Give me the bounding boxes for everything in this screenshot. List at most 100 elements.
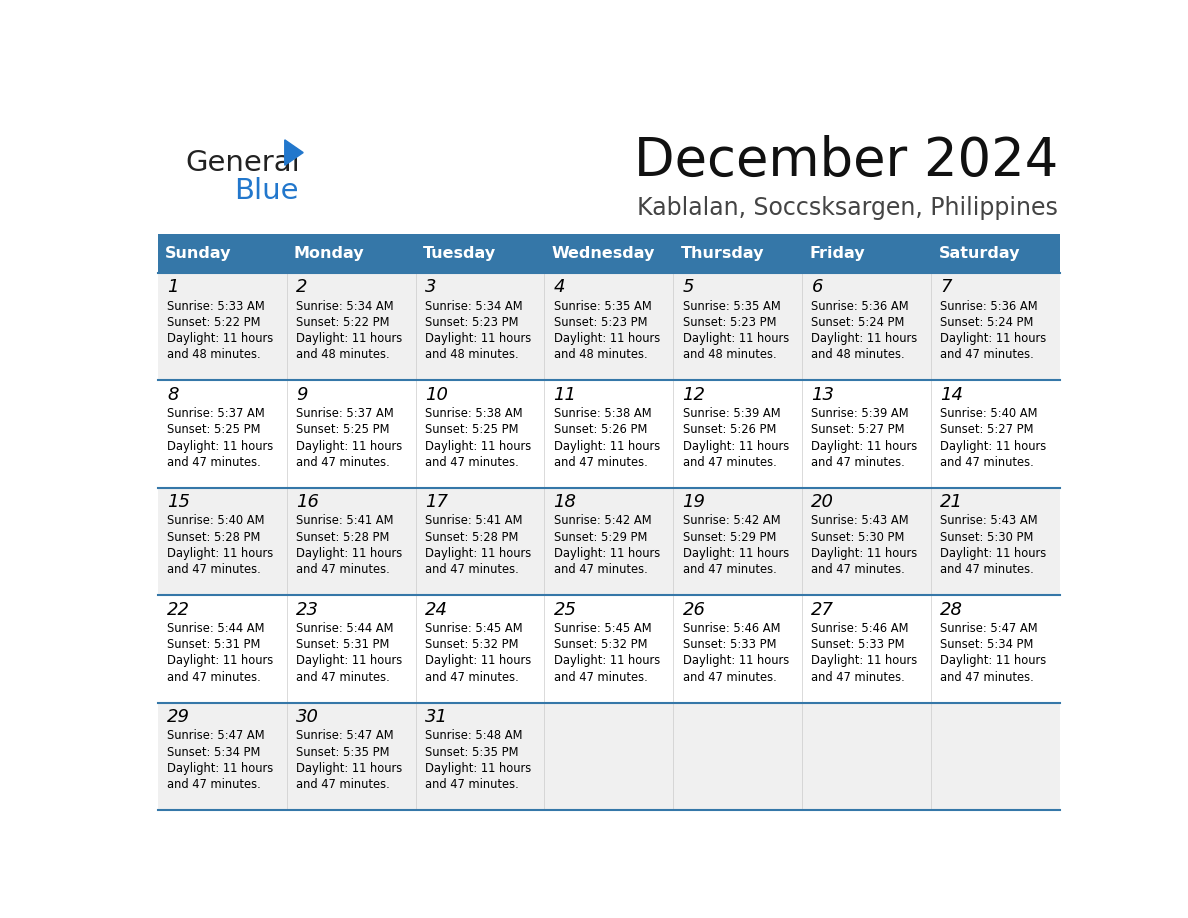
FancyBboxPatch shape: [286, 234, 416, 273]
Text: Sunrise: 5:37 AM: Sunrise: 5:37 AM: [166, 407, 265, 420]
Text: 17: 17: [425, 493, 448, 511]
Text: Sunrise: 5:47 AM: Sunrise: 5:47 AM: [940, 621, 1038, 635]
Text: Daylight: 11 hours: Daylight: 11 hours: [296, 655, 402, 667]
Text: Sunset: 5:33 PM: Sunset: 5:33 PM: [682, 638, 776, 651]
Text: December 2024: December 2024: [634, 135, 1059, 187]
Text: and 47 minutes.: and 47 minutes.: [940, 456, 1034, 469]
FancyBboxPatch shape: [158, 702, 1060, 810]
FancyBboxPatch shape: [416, 234, 544, 273]
Text: Sunset: 5:35 PM: Sunset: 5:35 PM: [296, 745, 390, 758]
FancyBboxPatch shape: [674, 234, 802, 273]
Text: and 47 minutes.: and 47 minutes.: [940, 564, 1034, 577]
Text: 22: 22: [166, 600, 190, 619]
Text: Sunset: 5:23 PM: Sunset: 5:23 PM: [554, 316, 647, 329]
Text: and 47 minutes.: and 47 minutes.: [296, 456, 390, 469]
Text: Sunrise: 5:41 AM: Sunrise: 5:41 AM: [296, 514, 393, 528]
Text: 20: 20: [811, 493, 834, 511]
Text: Sunrise: 5:38 AM: Sunrise: 5:38 AM: [425, 407, 523, 420]
Text: and 47 minutes.: and 47 minutes.: [554, 456, 647, 469]
Text: Sunrise: 5:35 AM: Sunrise: 5:35 AM: [554, 299, 651, 313]
Text: Daylight: 11 hours: Daylight: 11 hours: [554, 440, 659, 453]
Text: and 47 minutes.: and 47 minutes.: [166, 456, 260, 469]
Text: Daylight: 11 hours: Daylight: 11 hours: [425, 762, 531, 775]
Text: and 47 minutes.: and 47 minutes.: [425, 564, 518, 577]
Text: Daylight: 11 hours: Daylight: 11 hours: [296, 332, 402, 345]
Text: Sunset: 5:27 PM: Sunset: 5:27 PM: [811, 423, 905, 436]
Text: and 47 minutes.: and 47 minutes.: [940, 671, 1034, 684]
FancyBboxPatch shape: [158, 487, 1060, 595]
Text: General: General: [185, 149, 301, 177]
FancyBboxPatch shape: [158, 273, 1060, 380]
Text: Sunset: 5:25 PM: Sunset: 5:25 PM: [425, 423, 518, 436]
Text: Sunset: 5:30 PM: Sunset: 5:30 PM: [811, 531, 905, 543]
Text: Sunrise: 5:46 AM: Sunrise: 5:46 AM: [682, 621, 781, 635]
Text: Sunrise: 5:43 AM: Sunrise: 5:43 AM: [940, 514, 1038, 528]
Text: and 47 minutes.: and 47 minutes.: [296, 671, 390, 684]
Text: Sunrise: 5:47 AM: Sunrise: 5:47 AM: [166, 730, 265, 743]
Text: 11: 11: [554, 386, 576, 404]
Text: Sunset: 5:31 PM: Sunset: 5:31 PM: [166, 638, 260, 651]
Text: Sunrise: 5:35 AM: Sunrise: 5:35 AM: [682, 299, 781, 313]
Text: and 47 minutes.: and 47 minutes.: [166, 564, 260, 577]
Text: Daylight: 11 hours: Daylight: 11 hours: [682, 547, 789, 560]
Text: Sunset: 5:33 PM: Sunset: 5:33 PM: [811, 638, 905, 651]
Text: 10: 10: [425, 386, 448, 404]
Text: Tuesday: Tuesday: [423, 246, 497, 261]
Text: and 48 minutes.: and 48 minutes.: [425, 348, 518, 362]
FancyBboxPatch shape: [931, 234, 1060, 273]
Text: and 47 minutes.: and 47 minutes.: [554, 671, 647, 684]
Text: Sunrise: 5:46 AM: Sunrise: 5:46 AM: [811, 621, 909, 635]
Text: 28: 28: [940, 600, 963, 619]
Text: Sunset: 5:28 PM: Sunset: 5:28 PM: [296, 531, 390, 543]
Text: and 47 minutes.: and 47 minutes.: [682, 456, 776, 469]
Text: Sunset: 5:23 PM: Sunset: 5:23 PM: [425, 316, 518, 329]
Text: 2: 2: [296, 278, 308, 297]
Text: 9: 9: [296, 386, 308, 404]
Text: Daylight: 11 hours: Daylight: 11 hours: [554, 332, 659, 345]
Text: 12: 12: [682, 386, 706, 404]
Text: Daylight: 11 hours: Daylight: 11 hours: [682, 440, 789, 453]
Text: and 47 minutes.: and 47 minutes.: [425, 671, 518, 684]
Text: and 47 minutes.: and 47 minutes.: [811, 671, 905, 684]
Text: Sunset: 5:25 PM: Sunset: 5:25 PM: [296, 423, 390, 436]
Text: Daylight: 11 hours: Daylight: 11 hours: [296, 440, 402, 453]
Text: Sunrise: 5:36 AM: Sunrise: 5:36 AM: [940, 299, 1038, 313]
Text: Friday: Friday: [809, 246, 865, 261]
Text: Sunrise: 5:38 AM: Sunrise: 5:38 AM: [554, 407, 651, 420]
Text: Daylight: 11 hours: Daylight: 11 hours: [811, 440, 917, 453]
Text: 15: 15: [166, 493, 190, 511]
Text: Sunrise: 5:44 AM: Sunrise: 5:44 AM: [166, 621, 265, 635]
Text: Sunset: 5:29 PM: Sunset: 5:29 PM: [682, 531, 776, 543]
Text: Sunset: 5:28 PM: Sunset: 5:28 PM: [425, 531, 518, 543]
Text: Sunset: 5:31 PM: Sunset: 5:31 PM: [296, 638, 390, 651]
Text: Kablalan, Soccsksargen, Philippines: Kablalan, Soccsksargen, Philippines: [637, 196, 1059, 220]
Text: Daylight: 11 hours: Daylight: 11 hours: [811, 547, 917, 560]
Text: Daylight: 11 hours: Daylight: 11 hours: [940, 440, 1047, 453]
Text: Daylight: 11 hours: Daylight: 11 hours: [682, 332, 789, 345]
Text: Daylight: 11 hours: Daylight: 11 hours: [425, 440, 531, 453]
Text: 18: 18: [554, 493, 576, 511]
Text: Sunrise: 5:40 AM: Sunrise: 5:40 AM: [940, 407, 1038, 420]
Text: Sunset: 5:34 PM: Sunset: 5:34 PM: [166, 745, 260, 758]
Text: Sunrise: 5:40 AM: Sunrise: 5:40 AM: [166, 514, 265, 528]
Text: Daylight: 11 hours: Daylight: 11 hours: [166, 762, 273, 775]
Text: 27: 27: [811, 600, 834, 619]
Text: Sunset: 5:29 PM: Sunset: 5:29 PM: [554, 531, 647, 543]
Text: Sunset: 5:32 PM: Sunset: 5:32 PM: [554, 638, 647, 651]
Text: Sunset: 5:24 PM: Sunset: 5:24 PM: [811, 316, 905, 329]
FancyBboxPatch shape: [802, 234, 931, 273]
Text: Sunset: 5:27 PM: Sunset: 5:27 PM: [940, 423, 1034, 436]
Text: Daylight: 11 hours: Daylight: 11 hours: [296, 547, 402, 560]
Text: 4: 4: [554, 278, 565, 297]
Text: Sunset: 5:23 PM: Sunset: 5:23 PM: [682, 316, 776, 329]
Text: Daylight: 11 hours: Daylight: 11 hours: [682, 655, 789, 667]
Text: Sunrise: 5:39 AM: Sunrise: 5:39 AM: [682, 407, 781, 420]
Text: 19: 19: [682, 493, 706, 511]
FancyBboxPatch shape: [158, 380, 1060, 487]
Text: and 47 minutes.: and 47 minutes.: [940, 348, 1034, 362]
Text: Sunrise: 5:45 AM: Sunrise: 5:45 AM: [425, 621, 523, 635]
Text: and 48 minutes.: and 48 minutes.: [166, 348, 260, 362]
Text: Daylight: 11 hours: Daylight: 11 hours: [940, 547, 1047, 560]
Text: and 47 minutes.: and 47 minutes.: [554, 564, 647, 577]
Text: Daylight: 11 hours: Daylight: 11 hours: [811, 332, 917, 345]
